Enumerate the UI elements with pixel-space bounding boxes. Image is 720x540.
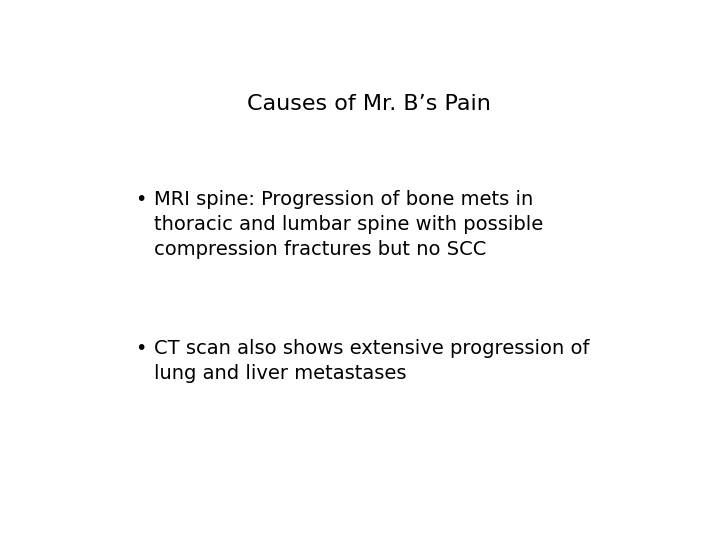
- Text: Causes of Mr. B’s Pain: Causes of Mr. B’s Pain: [247, 94, 491, 114]
- Text: •: •: [135, 190, 146, 208]
- Text: •: •: [135, 339, 146, 358]
- Text: MRI spine: Progression of bone mets in
thoracic and lumbar spine with possible
c: MRI spine: Progression of bone mets in t…: [154, 190, 544, 259]
- Text: CT scan also shows extensive progression of
lung and liver metastases: CT scan also shows extensive progression…: [154, 339, 590, 383]
